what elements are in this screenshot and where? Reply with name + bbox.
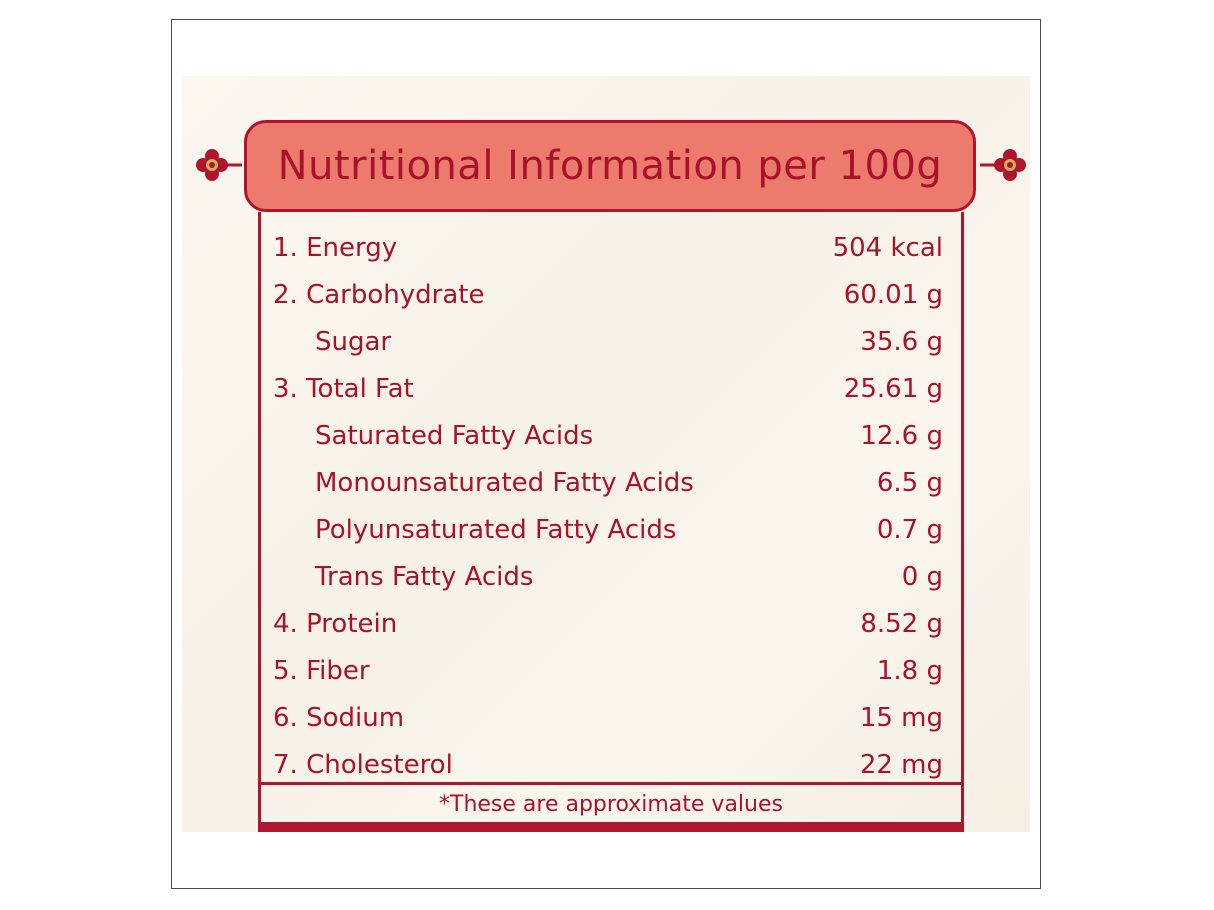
nutrient-value: 15 mg (859, 702, 943, 733)
nutrition-table: 1. Energy 504 kcal 2. Carbohydrate 60.01… (258, 212, 964, 832)
nutrient-row-saturated-fatty-acids: Saturated Fatty Acids 12.6 g (261, 412, 961, 459)
nutrient-label: Monounsaturated Fatty Acids (315, 467, 694, 498)
nutrient-row-carbohydrate: 2. Carbohydrate 60.01 g (261, 271, 961, 318)
footnote: *These are approximate values (439, 792, 783, 817)
nutrient-label: 4. Protein (273, 608, 398, 639)
left-flower-ornament-icon (196, 149, 242, 181)
nutrient-value: 504 kcal (832, 232, 943, 263)
footer-divider (261, 782, 961, 785)
nutrient-value: 6.5 g (876, 467, 943, 498)
nutrient-label: 7. Cholesterol (273, 749, 453, 780)
nutrient-value: 0 g (901, 561, 943, 592)
nutrient-value: 12.6 g (860, 420, 943, 451)
nutrient-label: Sugar (315, 326, 392, 357)
nutrient-row-cholesterol: 7. Cholesterol 22 mg (261, 741, 961, 788)
nutrient-row-monounsaturated-fatty-acids: Monounsaturated Fatty Acids 6.5 g (261, 459, 961, 506)
nutrient-value: 60.01 g (843, 279, 943, 310)
nutrient-label: 5. Fiber (273, 655, 370, 686)
nutrient-row-trans-fatty-acids: Trans Fatty Acids 0 g (261, 553, 961, 600)
nutrient-label: Polyunsaturated Fatty Acids (315, 514, 677, 545)
nutrient-row-energy: 1. Energy 504 kcal (261, 224, 961, 271)
nutrient-value: 22 mg (859, 749, 943, 780)
nutrient-value: 35.6 g (860, 326, 943, 357)
nutrient-row-sodium: 6. Sodium 15 mg (261, 694, 961, 741)
nutrient-row-total-fat: 3. Total Fat 25.61 g (261, 365, 961, 412)
nutrition-rows: 1. Energy 504 kcal 2. Carbohydrate 60.01… (261, 224, 961, 788)
nutrient-row-sugar: Sugar 35.6 g (261, 318, 961, 365)
image-frame: Nutritional Information per 100g 1. Ener… (171, 19, 1041, 889)
nutrient-label: Trans Fatty Acids (315, 561, 534, 592)
nutrient-value: 1.8 g (876, 655, 943, 686)
right-flower-ornament-icon (980, 149, 1026, 181)
nutrient-row-polyunsaturated-fatty-acids: Polyunsaturated Fatty Acids 0.7 g (261, 506, 961, 553)
nutrient-value: 0.7 g (876, 514, 943, 545)
nutrient-label: 6. Sodium (273, 702, 405, 733)
nutrient-label: Saturated Fatty Acids (315, 420, 594, 451)
nutrient-row-fiber: 5. Fiber 1.8 g (261, 647, 961, 694)
nutrient-row-protein: 4. Protein 8.52 g (261, 600, 961, 647)
bottom-bar (258, 822, 964, 832)
nutrient-label: 2. Carbohydrate (273, 279, 485, 310)
nutrient-label: 1. Energy (273, 232, 398, 263)
nutrient-value: 8.52 g (860, 608, 943, 639)
page-title: Nutritional Information per 100g (277, 143, 943, 189)
nutrient-label: 3. Total Fat (273, 373, 414, 404)
nutrient-value: 25.61 g (843, 373, 943, 404)
title-banner: Nutritional Information per 100g (244, 120, 976, 212)
